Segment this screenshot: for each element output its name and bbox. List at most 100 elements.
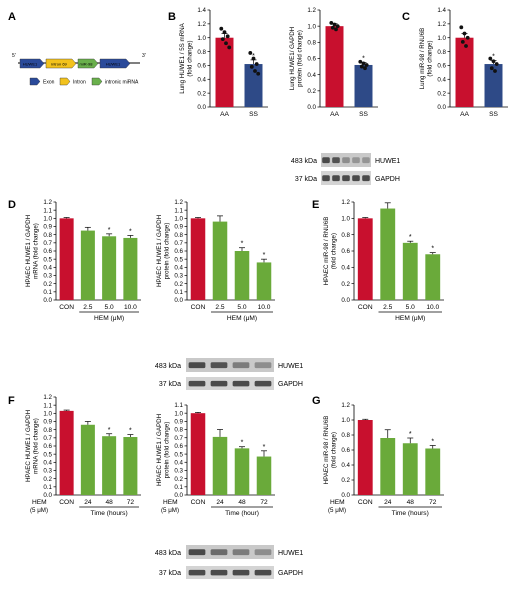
gene-segment-label: miR-98 <box>80 61 94 66</box>
y-axis-label-line: HPAEC miR-98 / RNU6B <box>323 217 330 286</box>
legend-label-exon: Exon <box>43 80 55 86</box>
y-tick-label: 0.2 <box>43 476 52 483</box>
y-axis-label-line: (fold change) <box>331 432 338 468</box>
y-tick-label: 0.8 <box>174 427 183 434</box>
y-tick-label: 0.9 <box>43 224 52 231</box>
x-tick-label: 72 <box>127 499 135 506</box>
blot-d-huwe1-lane <box>254 362 272 369</box>
hem-prefix-dose: (5 μM) <box>161 507 179 514</box>
x-tick-label: 10.0 <box>258 304 271 311</box>
blot-d-protein-huwe1: HUWE1 <box>278 363 303 370</box>
x-axis-label: Time (hours) <box>91 510 128 517</box>
y-tick-label: 0.6 <box>174 248 183 255</box>
significance-marker: * <box>362 56 365 63</box>
y-tick-label: 0.3 <box>174 468 183 475</box>
y-tick-label: 1.0 <box>341 216 350 223</box>
y-tick-label: 0.8 <box>43 427 52 434</box>
bar-24 <box>212 436 228 495</box>
data-point <box>464 44 468 48</box>
blot-b-gapdh-lane <box>362 175 370 182</box>
y-tick-label: 0.5 <box>43 256 52 263</box>
y-tick-label: 0.9 <box>174 419 183 426</box>
blot-d-gapdh-lane <box>210 380 228 387</box>
legend-swatch-intron <box>59 77 71 86</box>
y-tick-label: 0.5 <box>174 451 183 458</box>
blot-f-kda-gapdh: 37 kDa <box>159 570 181 577</box>
y-tick-label: 1.4 <box>437 7 446 14</box>
y-tick-label: 0.8 <box>197 49 206 56</box>
significance-marker: * <box>263 252 266 259</box>
data-point <box>363 66 367 71</box>
data-point <box>334 27 338 32</box>
y-axis-label-line: HPAEC HUWE1 / GAPDH <box>156 215 163 287</box>
y-tick-label: 0.9 <box>43 419 52 426</box>
y-tick-label: 0.1 <box>174 484 183 491</box>
y-tick-label: 1.2 <box>341 199 350 206</box>
significance-marker: * <box>129 228 132 235</box>
bar-24 <box>80 424 95 495</box>
blot-d-protein-gapdh: GAPDH <box>278 381 303 388</box>
y-axis-label-line: mRNA (fold change) <box>33 418 40 474</box>
y-tick-label: 0.8 <box>341 432 350 439</box>
y-tick-label: 1.2 <box>174 199 183 206</box>
x-tick-label: 10.0 <box>124 304 137 311</box>
bar-2.5 <box>80 230 95 300</box>
gene-segments: HUWE1 intron 69 miR-98 HUWE1 <box>19 58 131 69</box>
panel-label-b: B <box>168 11 176 23</box>
y-tick-label: 1.2 <box>341 402 350 409</box>
y-tick-label: 0.0 <box>341 492 350 499</box>
panel-label-a: A <box>8 11 16 23</box>
y-tick-label: 1.2 <box>437 21 446 28</box>
y-tick-label: 0.4 <box>341 265 350 272</box>
y-tick-label: 0.6 <box>341 447 350 454</box>
y-tick-label: 0.2 <box>307 88 316 95</box>
data-point <box>358 59 363 64</box>
y-tick-label: 0.8 <box>437 49 446 56</box>
blot-b-protein-gapdh: GAPDH <box>375 176 400 183</box>
y-axis-label-line: HPAEC HUWE1 / GAPDH <box>25 215 32 287</box>
y-tick-label: 0.2 <box>437 90 446 97</box>
blot-b-protein-huwe1: HUWE1 <box>375 158 400 165</box>
y-tick-label: 0.2 <box>341 281 350 288</box>
blot-f-protein-gapdh: GAPDH <box>278 570 303 577</box>
y-axis-label-line: (fold change) <box>331 233 338 269</box>
hem-prefix: HEM <box>32 499 47 506</box>
y-tick-label: 0.4 <box>341 462 350 469</box>
y-axis-label-line: Lung HUWE1/ GAPDH <box>289 27 296 90</box>
y-axis-label-line: HPAEC HUWE1 / GAPDH <box>156 414 163 486</box>
chart-f2: 0.00.10.20.30.40.50.60.70.80.91.01.1HPAE… <box>156 402 275 517</box>
bar-24 <box>380 438 396 495</box>
blot-f-huwe1-lane <box>232 549 250 556</box>
significance-marker: * <box>431 439 434 446</box>
charts: B 0.0 0.2 0.4 0.6 0.8 1.0 1.2 1.4 Lung HUWE1 / 5S… <box>8 7 508 517</box>
y-tick-label: 0.0 <box>174 492 183 499</box>
chart-d2: 0.00.10.20.30.4 0.50.60.70.80.91.0 1.11.2 H… <box>156 199 275 322</box>
x-tick-label: 5.0 <box>105 304 114 311</box>
x-tick-label: 48 <box>407 499 415 506</box>
data-point <box>330 25 335 30</box>
data-point <box>249 64 254 69</box>
y-tick-label: 0.1 <box>43 289 52 296</box>
y-tick-label: 1.0 <box>437 35 446 42</box>
x-tick-label: 24 <box>84 499 92 506</box>
y-axis-label-line: protein (fold change) <box>164 223 171 280</box>
y-tick-label: 1.4 <box>197 7 206 14</box>
x-tick-label: 72 <box>260 499 268 506</box>
significance-marker: * <box>492 54 495 61</box>
y-tick-label: 0.6 <box>43 443 52 450</box>
blot-f-gapdh-lane <box>254 569 272 576</box>
y-tick-label: 1.0 <box>43 411 52 418</box>
y-tick-label: 0.4 <box>307 72 316 79</box>
five-prime-label: 5' <box>12 53 16 59</box>
y-tick-label: 0.4 <box>437 76 446 83</box>
hem-prefix: HEM <box>330 499 345 506</box>
gene-segment-label: HUWE1 <box>23 61 38 66</box>
data-point <box>465 35 470 40</box>
y-tick-label: 0.6 <box>174 443 183 450</box>
x-tick-label: 2.5 <box>83 304 92 311</box>
data-point <box>329 21 334 25</box>
y-tick-label: 0.2 <box>197 90 206 97</box>
blot-d-gapdh-lane <box>254 380 272 387</box>
